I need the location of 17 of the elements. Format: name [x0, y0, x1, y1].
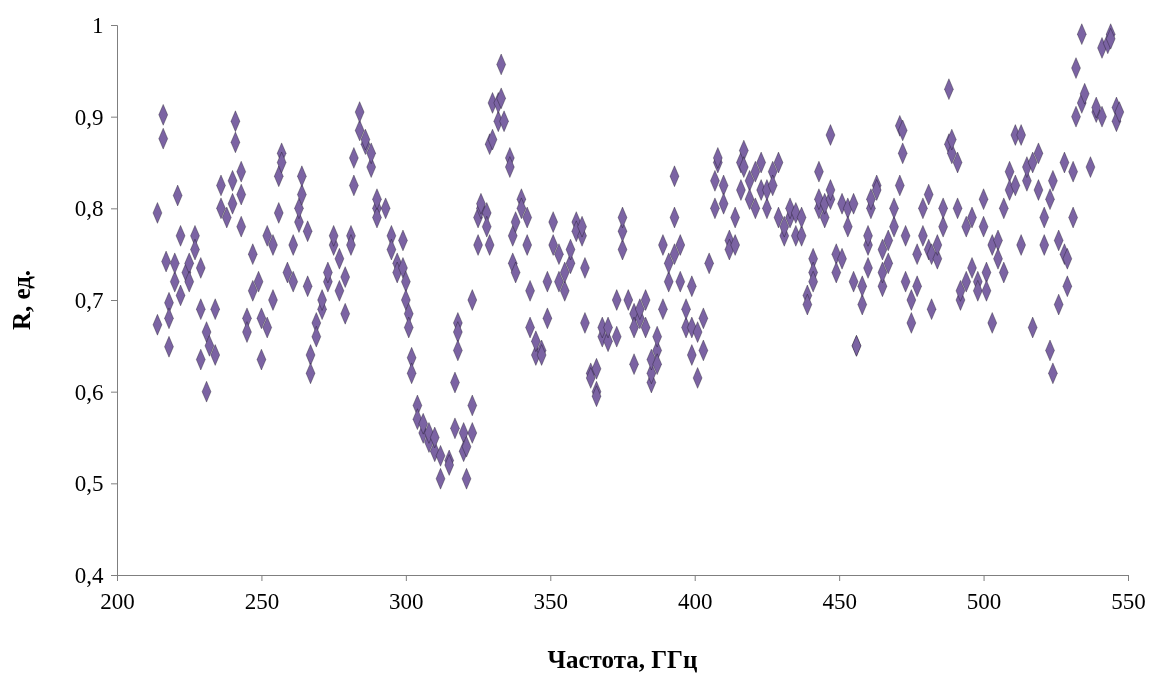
x-tick-label: 500 [966, 589, 1002, 615]
y-tick-label: 0,6 [74, 379, 104, 405]
y-tick-label: 0,9 [74, 104, 104, 130]
y-tick-label: 0,7 [74, 287, 104, 313]
x-tick-label: 350 [533, 589, 569, 615]
y-tick-label: 0,8 [74, 196, 104, 222]
x-tick-label: 250 [244, 589, 280, 615]
y-axis-title: R, ед. [8, 269, 35, 331]
x-tick-label: 550 [1111, 589, 1146, 615]
x-tick-label: 200 [100, 589, 135, 615]
y-tick-label: 0,5 [74, 471, 104, 497]
x-tick-label: 400 [677, 589, 713, 615]
x-tick-label: 300 [389, 589, 424, 615]
y-tick-label: 0,4 [74, 562, 104, 588]
x-tick-label: 450 [822, 589, 857, 615]
x-axis-title: Частота, ГГц [547, 646, 698, 673]
y-tick-label: 1 [91, 12, 104, 38]
